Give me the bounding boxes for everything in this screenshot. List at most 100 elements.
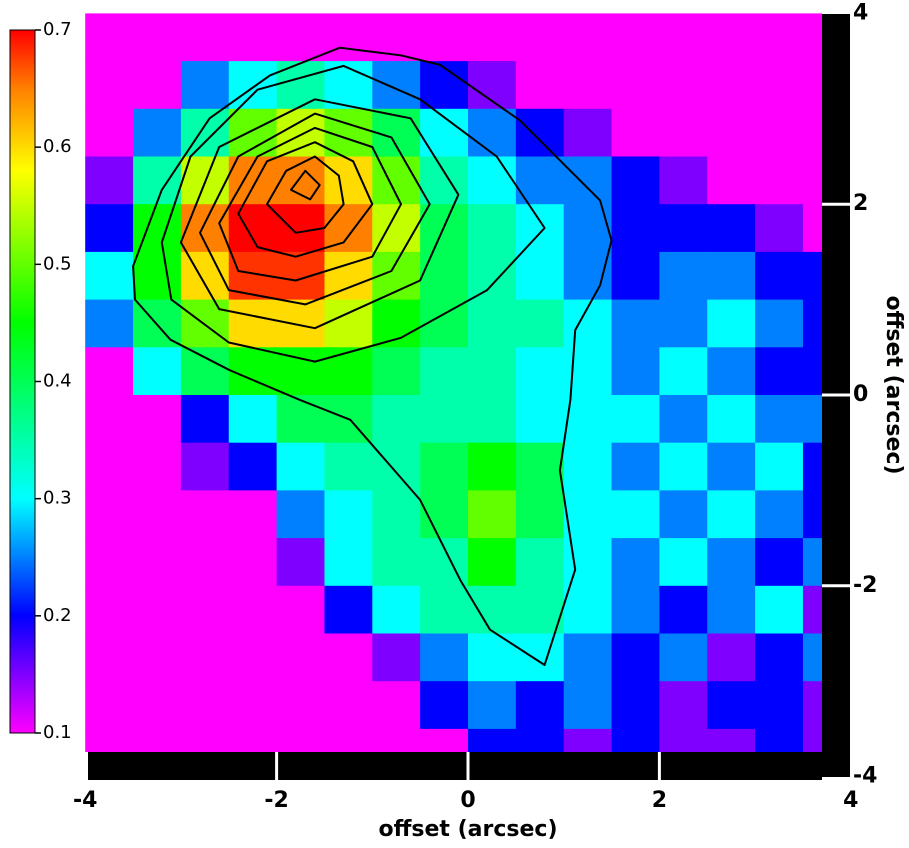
y-tick-label: -2 (853, 573, 877, 598)
heat-cell (276, 585, 326, 635)
heat-cell (659, 347, 708, 396)
contour (132, 46, 613, 666)
colorbar-tick-label: 0.2 (43, 605, 72, 626)
heat-cell (228, 347, 278, 396)
y-tick-label: 0 (853, 382, 868, 407)
heat-cell (276, 538, 326, 587)
heat-cell (802, 347, 822, 396)
heat-cell (228, 299, 278, 348)
heat-cell (515, 299, 565, 348)
heat-cell (372, 395, 421, 444)
heat-cell (802, 490, 822, 539)
contour (237, 141, 374, 258)
heat-cell (372, 633, 421, 682)
heat-cell (659, 13, 708, 62)
heat-cell (372, 490, 421, 539)
heat-cell (563, 442, 613, 491)
heat-cell (611, 156, 660, 205)
heat-cell (133, 538, 182, 587)
heat-cell (133, 681, 182, 730)
heat-cell (802, 108, 822, 158)
heat-cell (324, 156, 373, 205)
heat-cell (611, 395, 660, 444)
heat-cell (611, 108, 660, 158)
heat-cell (372, 538, 421, 587)
heat-cell (276, 108, 326, 158)
heat-cell (180, 442, 230, 491)
heat-cell (515, 204, 565, 253)
heat-cell (707, 442, 756, 491)
heat-cell (372, 728, 421, 752)
heat-cell (133, 61, 182, 110)
heat-cell (611, 490, 660, 539)
heat-cell (659, 61, 708, 110)
heat-cell (85, 347, 134, 396)
heat-cell (755, 61, 804, 110)
heat-cell (611, 13, 660, 62)
heat-cell (372, 681, 421, 730)
heat-cell (707, 585, 756, 635)
heat-cell (324, 299, 373, 348)
heat-cell (755, 728, 804, 752)
heat-cell (659, 633, 708, 682)
heat-cell (228, 538, 278, 587)
heat-cell (372, 347, 421, 396)
heat-cell (324, 442, 373, 491)
heat-cell (802, 156, 822, 205)
heat-cell (802, 395, 822, 444)
heat-cell (276, 442, 326, 491)
heat-cell (707, 204, 756, 253)
heat-cell (420, 347, 469, 396)
colorbar-tick-label: 0.5 (43, 253, 72, 274)
x-axis-bar (88, 752, 822, 780)
heat-cell (85, 633, 134, 682)
heat-cell (372, 156, 421, 205)
heat-cell (802, 299, 822, 348)
heat-cell (420, 538, 469, 587)
heat-cell (707, 490, 756, 539)
contour (179, 98, 460, 330)
heat-cell (324, 347, 373, 396)
heat-cell (228, 728, 278, 752)
heat-cell (324, 490, 373, 539)
heat-cell (420, 13, 469, 62)
heat-cell (228, 633, 278, 682)
heat-cell (611, 633, 660, 682)
heat-cell (276, 395, 326, 444)
heat-cell (659, 728, 708, 752)
heat-cell (180, 61, 230, 110)
heat-cell (228, 61, 278, 110)
heat-cell (85, 538, 134, 587)
heat-cell (611, 538, 660, 587)
heat-cell (276, 61, 326, 110)
heat-cell (563, 585, 613, 635)
heat-cell (276, 251, 326, 301)
heatmap (85, 13, 822, 752)
heat-cell (420, 585, 469, 635)
heat-cell (515, 728, 565, 752)
heat-cell (85, 204, 134, 253)
heat-cell (180, 490, 230, 539)
contour (199, 112, 431, 306)
heat-cell (659, 251, 708, 301)
heat-cell (659, 442, 708, 491)
heat-cell (420, 442, 469, 491)
heat-cell (468, 299, 517, 348)
heat-cell (563, 13, 613, 62)
heat-cell (515, 681, 565, 730)
heat-cell (707, 633, 756, 682)
heat-cell (707, 299, 756, 348)
heat-cell (515, 13, 565, 62)
x-tick-label: -4 (73, 788, 97, 813)
heat-cell (611, 585, 660, 635)
y-tick-label: 2 (853, 191, 868, 216)
heat-cell (563, 490, 613, 539)
y-tick-label: 4 (853, 0, 868, 25)
heat-cell (85, 299, 134, 348)
heat-cell (133, 633, 182, 682)
heat-cell (755, 395, 804, 444)
heat-cell (420, 251, 469, 301)
heat-cell (324, 681, 373, 730)
heat-cell (611, 251, 660, 301)
heat-cell (420, 681, 469, 730)
